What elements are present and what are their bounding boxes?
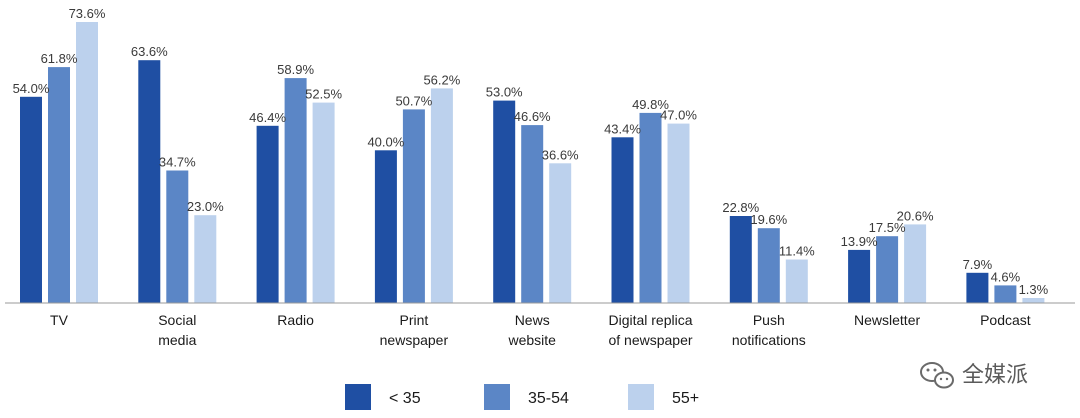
bar-value-label: 13.9% [841, 234, 878, 249]
bar-value-label: 47.0% [660, 108, 697, 123]
bar-value-label: 73.6% [69, 6, 106, 21]
bar [20, 96, 42, 303]
bar-value-label: 19.6% [750, 212, 787, 227]
category-label: notifications [732, 332, 806, 348]
bar [284, 78, 307, 303]
category-label: Print [400, 312, 429, 328]
bar-value-label: 54.0% [13, 81, 50, 96]
bar [994, 285, 1017, 303]
bar [48, 67, 70, 303]
bar [667, 123, 690, 303]
bar [549, 163, 572, 303]
category-label: Push [753, 312, 785, 328]
bar-value-label: 63.6% [131, 44, 168, 59]
bar [757, 228, 780, 303]
category-label: Digital replica [608, 312, 692, 328]
bar-value-label: 49.8% [632, 97, 669, 112]
bar-value-label: 36.6% [542, 147, 579, 162]
bar-value-label: 40.0% [367, 134, 404, 149]
wechat-icon [920, 362, 954, 389]
bar-value-label: 1.3% [1019, 282, 1049, 297]
bar [1022, 298, 1045, 303]
bar [904, 224, 927, 303]
legend-swatch [345, 384, 371, 410]
bar-value-label: 11.4% [779, 244, 815, 259]
bar-value-label: 17.5% [869, 220, 906, 235]
bar-value-label: 53.0% [486, 85, 523, 100]
bar [402, 109, 425, 304]
bar [166, 170, 189, 303]
bar [729, 216, 752, 303]
bar [430, 88, 453, 304]
category-label: media [158, 332, 196, 348]
bar-value-label: 56.2% [423, 72, 460, 87]
category-label: of newspaper [608, 332, 692, 348]
category-label: Social [158, 312, 196, 328]
bar [521, 125, 544, 303]
bar [194, 215, 217, 303]
bar-value-label: 34.7% [159, 155, 196, 170]
legend-swatch [484, 384, 510, 410]
bar [876, 236, 899, 303]
category-label: News [515, 312, 550, 328]
bar-value-label: 61.8% [41, 51, 78, 66]
category-labels-group: TV Social media Radio Print newspaper News webs… [50, 312, 1031, 348]
legend: < 35 35-54 55+ [345, 384, 699, 410]
category-label: website [507, 332, 556, 348]
bar-value-label: 46.4% [249, 110, 286, 125]
bar-value-label: 50.7% [395, 93, 432, 108]
bar [785, 259, 808, 303]
bar [639, 112, 662, 304]
legend-swatch [628, 384, 654, 410]
bar [76, 22, 98, 303]
category-label: Podcast [980, 312, 1031, 328]
bar [138, 60, 161, 304]
category-label: Newsletter [854, 312, 920, 328]
bar-value-label: 20.6% [897, 208, 934, 223]
bars-group [20, 22, 1045, 304]
category-label: TV [50, 312, 69, 328]
bar [493, 100, 516, 303]
legend-label: 35-54 [528, 390, 569, 407]
bar-value-label: 46.6% [514, 109, 551, 124]
category-label: newspaper [380, 332, 449, 348]
legend-label: < 35 [389, 390, 421, 407]
value-labels-group: 54.0% 61.8% 73.6% 63.6% 34.7% 23.0% 46.4% 58.9%… [13, 6, 1049, 297]
bar-value-label: 7.9% [963, 257, 993, 272]
bar-value-label: 43.4% [604, 121, 641, 136]
bar [256, 125, 279, 303]
bar [312, 102, 335, 303]
bar [848, 249, 871, 303]
bar [611, 137, 634, 303]
watermark-text: 全媒派 [962, 363, 1028, 388]
bar-value-label: 23.0% [187, 199, 224, 214]
bar-value-label: 52.5% [305, 87, 342, 102]
watermark: 全媒派 [920, 362, 1028, 389]
bar-value-label: 22.8% [722, 200, 759, 215]
bar [374, 150, 397, 303]
legend-label: 55+ [672, 390, 699, 407]
bar [966, 272, 989, 303]
bar-value-label: 58.9% [277, 62, 314, 77]
bar-value-label: 4.6% [991, 269, 1021, 284]
category-label: Radio [277, 312, 314, 328]
